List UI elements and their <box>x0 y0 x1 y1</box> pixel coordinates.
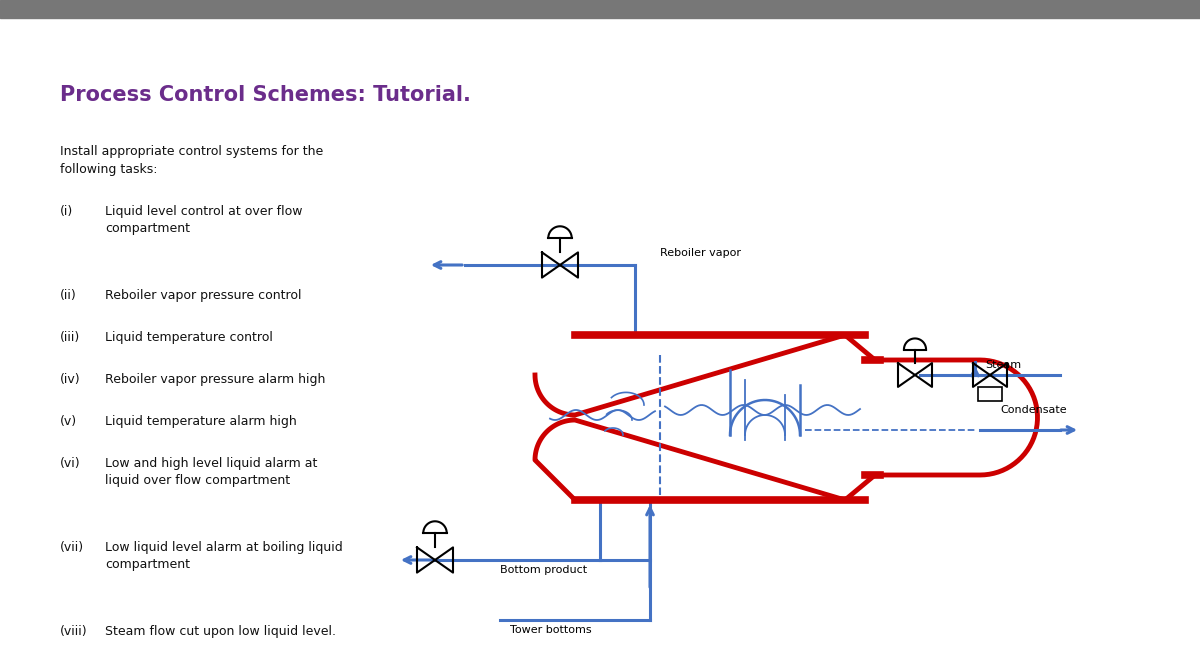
Text: Bottom product: Bottom product <box>500 565 587 575</box>
Text: Liquid temperature control: Liquid temperature control <box>106 331 272 344</box>
Text: Low and high level liquid alarm at
liquid over flow compartment: Low and high level liquid alarm at liqui… <box>106 457 317 487</box>
Text: Tower bottoms: Tower bottoms <box>510 625 592 635</box>
Text: (i): (i) <box>60 205 73 218</box>
Text: Process Control Schemes: Tutorial.: Process Control Schemes: Tutorial. <box>60 85 470 105</box>
Text: Steam: Steam <box>985 360 1021 370</box>
Text: Reboiler vapor pressure control: Reboiler vapor pressure control <box>106 289 301 302</box>
Text: Liquid level control at over flow
compartment: Liquid level control at over flow compar… <box>106 205 302 235</box>
Text: (iii): (iii) <box>60 331 80 344</box>
Text: Condensate: Condensate <box>1000 405 1067 415</box>
Text: Liquid temperature alarm high: Liquid temperature alarm high <box>106 415 296 428</box>
Text: Low liquid level alarm at boiling liquid
compartment: Low liquid level alarm at boiling liquid… <box>106 541 343 571</box>
Text: Steam flow cut upon low liquid level.: Steam flow cut upon low liquid level. <box>106 625 336 638</box>
Bar <box>978 387 1002 401</box>
Text: Reboiler vapor pressure alarm high: Reboiler vapor pressure alarm high <box>106 373 325 386</box>
Text: (viii): (viii) <box>60 625 88 638</box>
Text: (v): (v) <box>60 415 77 428</box>
Text: Reboiler vapor: Reboiler vapor <box>660 248 742 258</box>
Text: (vi): (vi) <box>60 457 80 470</box>
Text: (ii): (ii) <box>60 289 77 302</box>
Text: Install appropriate control systems for the
following tasks:: Install appropriate control systems for … <box>60 145 323 176</box>
Text: (vii): (vii) <box>60 541 84 554</box>
Bar <box>0 0 1200 18</box>
Text: (iv): (iv) <box>60 373 80 386</box>
